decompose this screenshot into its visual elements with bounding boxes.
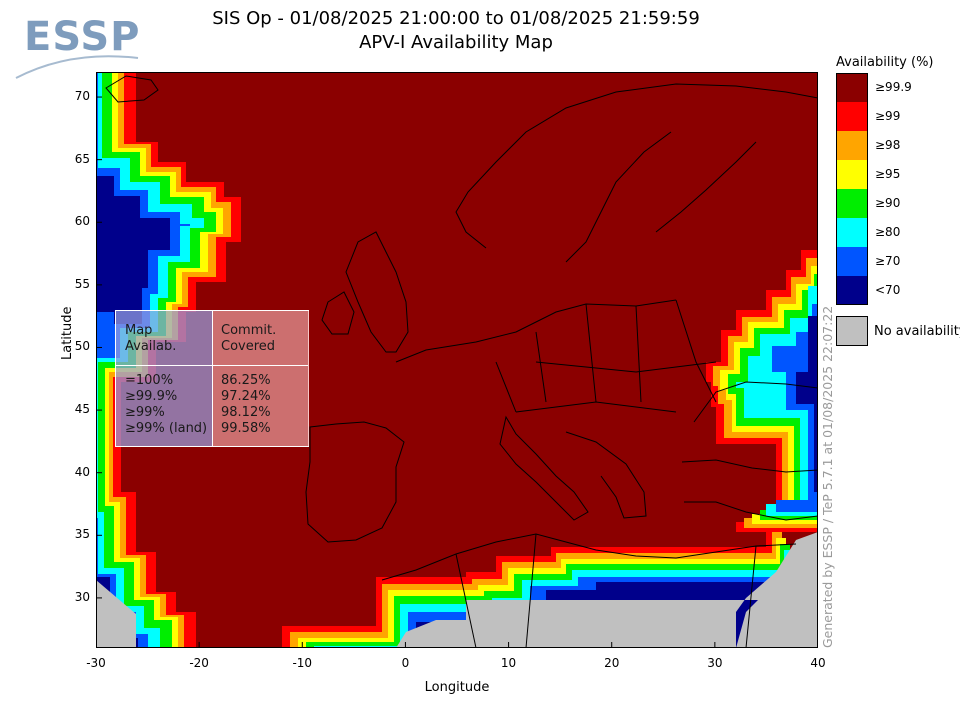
stats-row-value: 98.12% <box>221 405 271 420</box>
coast-w-europe <box>395 299 677 363</box>
grey-sw <box>96 580 136 648</box>
x-tick-label: 0 <box>401 656 410 670</box>
band-darkblue-west <box>96 176 170 324</box>
stats-row-label: =100% <box>125 373 174 388</box>
legend-swatch <box>836 189 868 218</box>
x-tick-label: 30 <box>707 656 723 670</box>
stats-header-commit: Commit. Covered <box>221 323 276 355</box>
map-subtitle: APV-I Availability Map <box>359 32 553 53</box>
coastlines <box>105 75 818 648</box>
y-tick-label: 60 <box>74 214 90 229</box>
stats-header-map-line2: Availab. <box>125 339 177 354</box>
legend-swatch <box>836 73 868 102</box>
legend-no-availability-swatch <box>836 316 868 346</box>
logo-swoosh-icon <box>15 55 139 79</box>
coast-iberia <box>305 421 405 543</box>
x-tick-label: -10 <box>292 656 313 670</box>
x-axis-label: Longitude <box>424 680 490 695</box>
border-2 <box>535 331 547 403</box>
y-tick-label: 50 <box>74 339 90 354</box>
stats-header-map: Map Availab. <box>125 323 176 355</box>
coast-italy <box>499 415 589 521</box>
x-tick-label: -30 <box>86 656 106 670</box>
y-axis-label: Latitude <box>60 306 75 360</box>
stats-col-commit <box>212 311 309 446</box>
legend-swatch <box>836 160 868 189</box>
coast-ireland <box>321 291 355 335</box>
stats-row-value: 99.58% <box>221 421 271 436</box>
legend-label: ≥80 <box>875 225 901 239</box>
map-title: SIS Op - 01/08/2025 21:00:00 to 01/08/20… <box>212 8 700 29</box>
stats-header-commit-line1: Commit. <box>221 323 277 338</box>
x-tick-label: 40 <box>810 656 826 670</box>
no-availability-zones <box>96 532 818 648</box>
legend-label: ≥98 <box>875 138 901 152</box>
border-5 <box>535 361 717 373</box>
coast-sweden-east <box>565 131 672 263</box>
coast-turkey-south <box>684 501 818 521</box>
y-tick-label: 65 <box>74 151 90 166</box>
essp-logo: ESSP <box>10 14 140 80</box>
legend-label: ≥99 <box>875 109 901 123</box>
legend-label: ≥99.9 <box>875 80 912 94</box>
legend-label: ≥70 <box>875 254 901 268</box>
legend-swatch <box>836 131 868 160</box>
y-tick-label: 45 <box>74 402 90 417</box>
y-tick-label: 70 <box>74 89 90 104</box>
east-bands <box>706 250 818 532</box>
coast-blacksea <box>693 381 818 423</box>
legend-swatch <box>836 218 868 247</box>
axis-ticks <box>96 96 818 648</box>
border-7 <box>675 299 717 403</box>
border-1 <box>495 361 517 413</box>
stats-header-map-line1: Map <box>125 323 153 338</box>
border-9 <box>525 533 537 648</box>
legend-label: ≥90 <box>875 196 901 210</box>
y-tick-label: 30 <box>74 589 90 604</box>
legend-label: ≥95 <box>875 167 901 181</box>
availability-stats-box: Map Availab. Commit. Covered =100% ≥99.9… <box>115 310 309 447</box>
coast-balkans <box>565 431 647 519</box>
border-3 <box>585 303 597 403</box>
legend-swatch <box>836 247 868 276</box>
grey-sahara <box>396 532 818 648</box>
coast-britain <box>345 231 409 353</box>
border-10 <box>745 545 757 648</box>
legend-swatch <box>836 102 868 131</box>
stats-row-label: ≥99% (land) <box>125 421 208 436</box>
band-blue-east <box>772 304 818 512</box>
border-6 <box>515 401 677 413</box>
generated-by-note: Generated by ESSP / TeP 5.7.1 at 01/08/2… <box>820 305 835 648</box>
stats-row-label: ≥99.9% <box>125 389 178 404</box>
x-tick-label: 10 <box>500 656 517 670</box>
stats-row-value: 86.25% <box>221 373 271 388</box>
grey-egypt <box>736 532 818 648</box>
y-tick-label: 55 <box>74 276 90 291</box>
legend-label: <70 <box>875 283 901 297</box>
legend-no-availability-label: No availability <box>874 324 960 339</box>
map-frame <box>96 72 818 648</box>
coast-n-africa <box>381 533 797 581</box>
x-tick-label: -20 <box>189 656 209 670</box>
stats-col-map <box>116 311 212 446</box>
x-tick-label: 20 <box>604 656 620 670</box>
logo-text: ESSP <box>24 14 141 60</box>
stats-row-value: 97.24% <box>221 389 271 404</box>
y-tick-label: 40 <box>74 464 90 479</box>
stats-header-divider <box>116 365 308 366</box>
coast-finland <box>655 141 757 233</box>
coast-iceland <box>105 75 159 103</box>
stats-header-commit-line2: Covered <box>221 339 276 354</box>
stats-row-label: ≥99% <box>125 405 165 420</box>
legend-title: Availability (%) <box>836 55 934 70</box>
legend-swatch <box>836 276 868 305</box>
coast-turkey <box>681 459 818 473</box>
band-darkblue-east <box>796 316 818 492</box>
border-8 <box>455 553 477 648</box>
y-tick-label: 35 <box>74 527 90 542</box>
coast-scandinavia <box>455 83 818 249</box>
border-4 <box>635 305 642 403</box>
